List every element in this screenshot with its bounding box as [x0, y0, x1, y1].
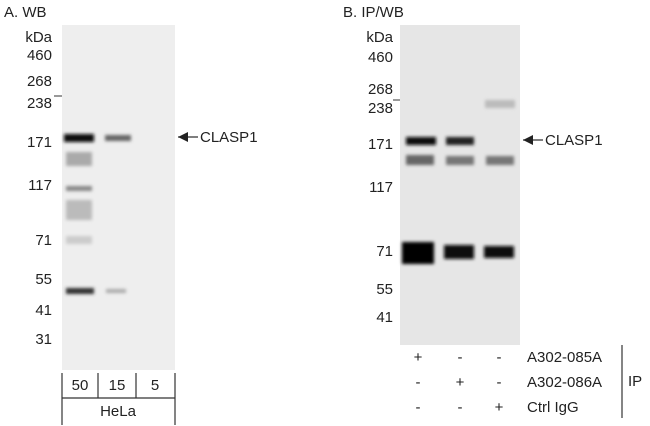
sample-label: HeLa [100, 403, 137, 420]
sign: - [416, 374, 421, 391]
sign: - [458, 349, 463, 366]
sign: + [495, 399, 504, 416]
marker-label: 238 [27, 95, 52, 112]
blot [400, 25, 520, 345]
marker-label: 171 [368, 136, 393, 153]
unit-label: kDa [366, 29, 393, 46]
marker-label: 41 [376, 309, 393, 326]
marker-label: 268 [27, 73, 52, 90]
blot [62, 25, 175, 370]
row-label: Ctrl IgG [527, 399, 579, 416]
marker-label: 268 [368, 81, 393, 98]
marker-label: 55 [35, 271, 52, 288]
sign: + [414, 349, 423, 366]
target-label: CLASP1 [200, 129, 258, 146]
sign: - [497, 349, 502, 366]
marker-label: 71 [35, 232, 52, 249]
marker-label: 117 [369, 179, 393, 196]
panel-title: A. WB [4, 4, 47, 21]
arrow-head [178, 132, 188, 142]
marker-label: 460 [368, 49, 393, 66]
sign: - [458, 399, 463, 416]
lane-label: 50 [72, 377, 89, 394]
sign: - [416, 399, 421, 416]
arrow-head [523, 135, 533, 145]
marker-label: 31 [35, 331, 52, 348]
marker-label: 55 [376, 281, 393, 298]
bands [64, 134, 131, 294]
sign: + [456, 374, 465, 391]
lane-label: 15 [109, 377, 126, 394]
row-label: A302-086A [527, 374, 602, 391]
marker-label: 171 [27, 134, 52, 151]
unit-label: kDa [25, 29, 52, 46]
row-label: A302-085A [527, 349, 602, 366]
panel-title: B. IP/WB [343, 4, 404, 21]
group-label: IP [628, 373, 642, 390]
marker-label: 460 [27, 47, 52, 64]
marker-label: 41 [35, 302, 52, 319]
marker-label: 117 [28, 177, 52, 194]
marker-label: 238 [368, 100, 393, 117]
bands [402, 100, 515, 264]
lane-label: 5 [151, 377, 159, 394]
target-label: CLASP1 [545, 132, 603, 149]
marker-label: 71 [376, 243, 393, 260]
sign: - [497, 374, 502, 391]
